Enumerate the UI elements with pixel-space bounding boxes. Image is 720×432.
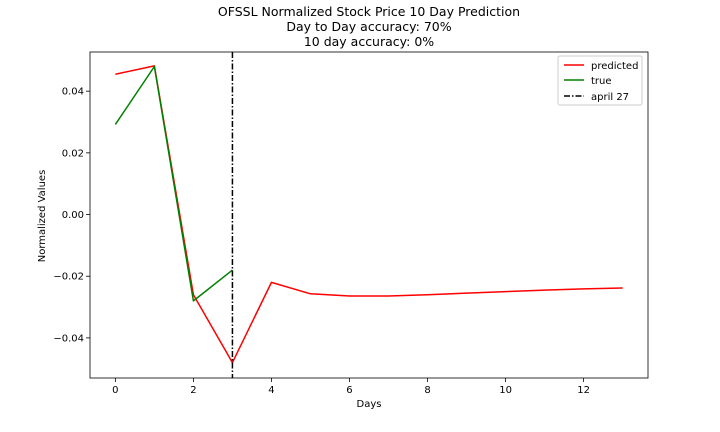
x-tick-label-4: 4 xyxy=(268,385,274,396)
chart-title-line-1: OFSSL Normalized Stock Price 10 Day Pred… xyxy=(218,4,520,19)
y-tick-label-3: −0.02 xyxy=(53,272,84,283)
legend-label-april-27: april 27 xyxy=(591,92,629,103)
plot-frame xyxy=(89,51,649,379)
series-line-true xyxy=(114,65,233,302)
legend-box xyxy=(557,55,643,106)
y-tick-label-4: −0.04 xyxy=(53,333,84,344)
legend: predicted true april 27 xyxy=(557,55,643,106)
x-tick-label-6: 6 xyxy=(346,385,352,396)
x-tick-label-2: 2 xyxy=(190,385,196,396)
plot-area xyxy=(89,51,649,379)
y-tick-label-2: 0.00 xyxy=(62,210,84,221)
series-line-predicted xyxy=(115,65,623,364)
x-axis-label: Days xyxy=(357,399,382,410)
chart-title-line-2: Day to Day accuracy: 70% xyxy=(286,19,451,34)
x-tick-label-0: 0 xyxy=(112,385,118,396)
x-axis: 0 2 4 6 8 10 12 xyxy=(112,378,590,396)
x-tick-label-10: 10 xyxy=(499,385,512,396)
x-tick-label-8: 8 xyxy=(424,385,430,396)
y-tick-label-0: 0.04 xyxy=(62,87,84,98)
y-axis-label: Normalized Values xyxy=(37,170,48,263)
chart-title-line-3: 10 day accuracy: 0% xyxy=(304,34,434,49)
x-tick-label-12: 12 xyxy=(577,385,590,396)
y-tick-label-1: 0.02 xyxy=(62,148,84,159)
legend-label-true: true xyxy=(591,76,612,87)
y-axis: 0.04 0.02 0.00 −0.02 −0.04 xyxy=(53,87,90,344)
legend-label-predicted: predicted xyxy=(591,61,638,72)
